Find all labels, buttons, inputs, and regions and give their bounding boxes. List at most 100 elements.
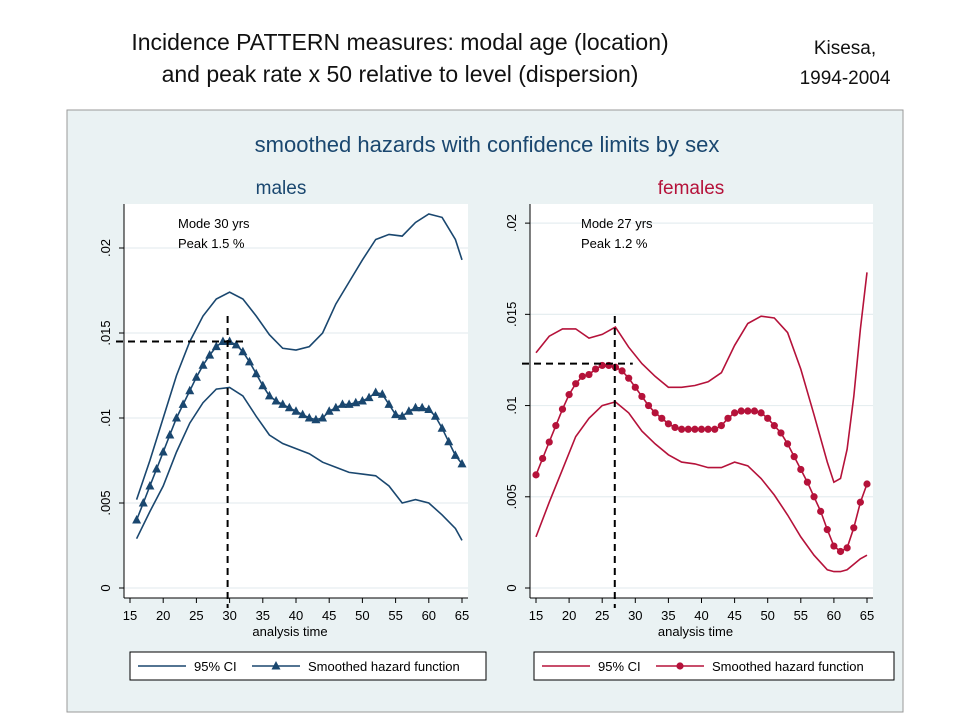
hazard-point (304, 413, 314, 422)
hazard-point (552, 422, 560, 430)
hazard-point (704, 425, 712, 433)
hazard-point (638, 392, 646, 401)
legend-ci-label: 95% CI (598, 659, 641, 674)
hazard-point (843, 544, 851, 552)
hazard-point (245, 356, 255, 366)
x-axis-label: analysis time (658, 624, 733, 639)
hazard-point (178, 399, 188, 408)
hazard-point (417, 402, 427, 412)
hazard-point (591, 365, 600, 373)
hazard-point (651, 409, 659, 417)
hazard-point (264, 390, 274, 400)
hazard-point (158, 447, 168, 456)
hazard-point (691, 425, 699, 433)
hazard-point (565, 391, 573, 399)
ci-lower-line (535, 401, 868, 573)
hazard-point (424, 404, 434, 413)
hazard-point (457, 458, 467, 468)
hazard-point (810, 493, 818, 501)
x-tick-label: 55 (388, 608, 402, 623)
hazard-point (572, 380, 580, 388)
x-tick-label: 40 (694, 608, 708, 623)
hazard-point (311, 414, 321, 424)
hazard-point (284, 402, 294, 412)
hazard-point (337, 399, 347, 408)
hazard-point (271, 396, 281, 405)
x-tick-label: 35 (256, 608, 270, 623)
y-tick-label: .01 (98, 409, 113, 427)
slide-subtitle: Kisesa, 1994-2004 (799, 38, 891, 89)
hazard-point (711, 425, 719, 433)
mode-annotation: Mode 30 yrs (178, 216, 250, 231)
panel-females: females 0 .005 .01 .015 .02 15 20 25 30 35 40 45 50 55… (504, 178, 895, 681)
hazard-point (585, 370, 593, 379)
legend-hazard-label: Smoothed hazard function (308, 659, 460, 674)
hazard-point (324, 406, 334, 415)
x-tick-label: 20 (156, 608, 170, 623)
slide-title: Incidence PATTERN measures: modal age (l… (131, 29, 669, 87)
chart-title: smoothed hazards with confidence limits … (255, 132, 720, 157)
hazard-point (731, 409, 739, 417)
panel-title-males: males (256, 178, 307, 199)
ci-lower-line (135, 386, 463, 541)
plot-area-females (530, 204, 873, 598)
hazard-point (625, 374, 633, 382)
x-tick-label: 60 (827, 608, 841, 623)
x-tick-label: 50 (760, 608, 774, 623)
y-tick-label: .01 (504, 397, 519, 415)
y-tick-label: .005 (504, 484, 519, 509)
peak-annotation: Peak 1.5 % (178, 236, 245, 251)
hazard-point (717, 422, 725, 430)
y-tick-label: .02 (504, 214, 519, 232)
legend-hazard-marker (676, 662, 684, 670)
hazard-point (830, 542, 838, 550)
hazard-point (783, 440, 792, 448)
hazard-point (678, 425, 686, 433)
hazard-point (850, 524, 858, 532)
hazard-point (437, 423, 447, 432)
legend-ci-label: 95% CI (194, 659, 237, 674)
chart-panels: males 0 .005 .01 .015 .02 15 20 25 30 35 40 45 50 55 60… (98, 178, 895, 681)
hazard-point (357, 396, 367, 405)
hazard-point (545, 438, 553, 446)
legend-box (533, 651, 895, 681)
hazard-point (258, 380, 268, 390)
x-axis-label: analysis time (252, 624, 327, 639)
hazard-point (836, 547, 845, 556)
hazard-point (138, 498, 148, 507)
panel-title-females: females (658, 178, 725, 199)
hazard-point (532, 471, 540, 479)
panel-males: males 0 .005 .01 .015 .02 15 20 25 30 35 40 45 50 55 60… (98, 178, 487, 681)
x-tick-label: 25 (595, 608, 609, 623)
hazard-point (384, 399, 394, 408)
hazard-point (777, 429, 785, 437)
legend-hazard-label: Smoothed hazard function (712, 659, 864, 674)
x-tick-label: 20 (562, 608, 576, 623)
hazard-point (185, 385, 195, 395)
y-tick-label: 0 (504, 584, 519, 591)
hazard-point (750, 407, 759, 415)
hazard-point (364, 392, 374, 402)
hazard-point (318, 413, 328, 422)
hazard-point (644, 401, 653, 410)
hazard-point (790, 453, 798, 461)
peak-annotation: Peak 1.2 % (581, 236, 648, 251)
hazard-point (344, 399, 354, 408)
hazard-point (539, 454, 547, 463)
y-tick-label: .02 (98, 239, 113, 257)
hazard-point (856, 498, 864, 506)
hazard-point (351, 397, 361, 407)
hazard-point (430, 411, 440, 420)
y-tick-label: .015 (504, 302, 519, 327)
x-tick-label: 25 (189, 608, 203, 623)
hazard-point (817, 507, 825, 515)
hazard-point (757, 409, 765, 417)
hazard-point (450, 450, 460, 459)
legend-hazard-marker (271, 661, 281, 670)
hazard-point (132, 515, 142, 524)
hazard-point (631, 383, 639, 391)
ci-upper-line (535, 272, 868, 484)
y-tick-label: 0 (98, 584, 113, 591)
hazard-point (578, 372, 586, 380)
